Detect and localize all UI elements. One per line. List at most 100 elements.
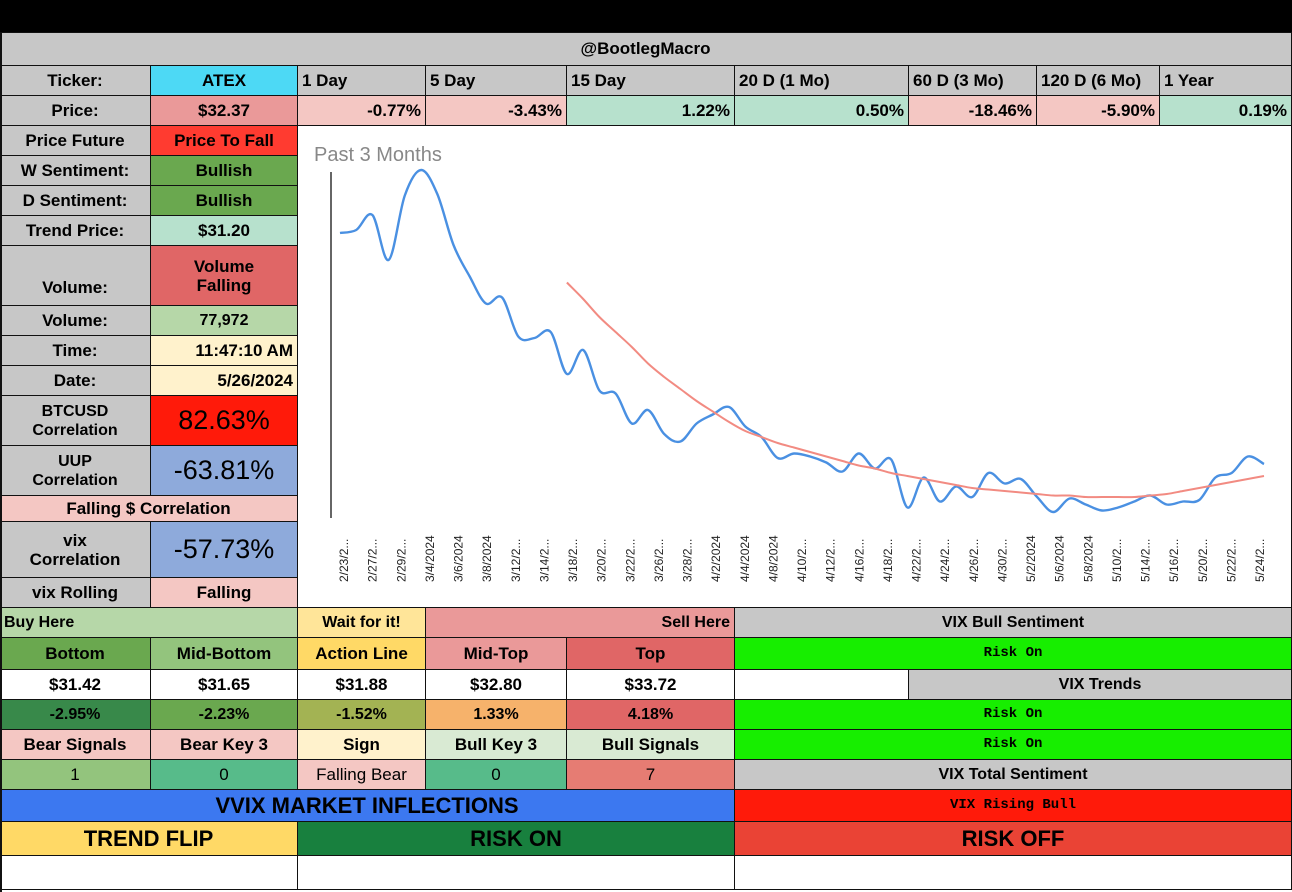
- period-15-day: 15 Day: [567, 66, 735, 96]
- level-top-pct: 4.18%: [567, 700, 735, 730]
- vix-bull-sentiment-title: VIX Bull Sentiment: [735, 608, 1292, 638]
- btcusd-correlation-label: BTCUSD Correlation: [0, 396, 151, 446]
- level-top-price: $33.72: [567, 670, 735, 700]
- bull-signals-label: Bull Signals: [567, 730, 735, 760]
- vix-rolling-label: vix Rolling: [0, 578, 151, 608]
- x-tick-label: 3/14/2...: [537, 539, 551, 582]
- x-tick-label: 2/29/2...: [394, 539, 408, 582]
- change-1-year: 0.19%: [1160, 96, 1292, 126]
- period-20-day: 20 D (1 Mo): [735, 66, 909, 96]
- vix-total-sentiment-title: VIX Total Sentiment: [735, 760, 1292, 790]
- btcusd-correlation-value: 82.63%: [151, 396, 298, 446]
- time-label: Time:: [0, 336, 151, 366]
- x-tick-label: 5/2/2024: [1024, 535, 1038, 582]
- risk-off-label: RISK OFF: [735, 822, 1292, 856]
- vix-bull-sentiment-value: Risk On: [735, 638, 1292, 670]
- window-top-bar: [0, 0, 1292, 32]
- uup-correlation-value: -63.81%: [151, 446, 298, 496]
- risk-on-label: RISK ON: [298, 822, 735, 856]
- w-sentiment-label: W Sentiment:: [0, 156, 151, 186]
- x-tick-label: 4/26/2...: [967, 539, 981, 582]
- x-tick-label: 3/28/2...: [681, 539, 695, 582]
- x-tick-label: 5/16/2...: [1167, 539, 1181, 582]
- trend-flip-cell[interactable]: [0, 856, 298, 890]
- x-tick-label: 3/12/2...: [509, 539, 523, 582]
- x-tick-label: 3/26/2...: [652, 539, 666, 582]
- vix-rolling-value: Falling: [151, 578, 298, 608]
- x-tick-label: 2/23/2...: [337, 539, 351, 582]
- vix-correlation-value: -57.73%: [151, 522, 298, 578]
- x-tick-label: 5/8/2024: [1081, 535, 1095, 582]
- price-future-value: Price To Fall: [151, 126, 298, 156]
- vix-trend-2: Risk On: [735, 730, 1292, 760]
- bear-key-3-value: 0: [151, 760, 298, 790]
- level-bottom-price: $31.42: [0, 670, 151, 700]
- period-1-year: 1 Year: [1160, 66, 1292, 96]
- level-mid-bottom-label: Mid-Bottom: [151, 638, 298, 670]
- wait-label: Wait for it!: [298, 608, 426, 638]
- x-tick-label: 5/22/2...: [1224, 539, 1238, 582]
- trend-price-label: Trend Price:: [0, 216, 151, 246]
- d-sentiment-label: D Sentiment:: [0, 186, 151, 216]
- w-sentiment-value: Bullish: [151, 156, 298, 186]
- change-20-day: 0.50%: [735, 96, 909, 126]
- x-tick-label: 3/20/2...: [595, 539, 609, 582]
- x-tick-label: 5/14/2...: [1139, 539, 1153, 582]
- level-mid-bottom-pct: -2.23%: [151, 700, 298, 730]
- x-tick-label: 5/24/2...: [1253, 539, 1267, 582]
- x-tick-label: 4/12/2...: [824, 539, 838, 582]
- level-bottom-pct: -2.95%: [0, 700, 151, 730]
- change-5-day: -3.43%: [426, 96, 567, 126]
- bear-signals-value: 1: [0, 760, 151, 790]
- bull-signals-value: 7: [567, 760, 735, 790]
- level-action-line-pct: -1.52%: [298, 700, 426, 730]
- x-tick-label: 3/8/2024: [480, 535, 494, 582]
- d-sentiment-value: Bullish: [151, 186, 298, 216]
- x-tick-label: 3/22/2...: [623, 539, 637, 582]
- vvix-inflections-title: VVIX MARKET INFLECTIONS: [0, 790, 735, 822]
- x-tick-label: 5/10/2...: [1110, 539, 1124, 582]
- bull-key-3-value: 0: [426, 760, 567, 790]
- level-mid-top-label: Mid-Top: [426, 638, 567, 670]
- bull-key-3-label: Bull Key 3: [426, 730, 567, 760]
- x-tick-label: 3/4/2024: [423, 535, 437, 582]
- change-1-day: -0.77%: [298, 96, 426, 126]
- trend-series-line: [566, 281, 1265, 499]
- period-120-day: 120 D (6 Mo): [1037, 66, 1160, 96]
- volume-label: Volume:: [0, 306, 151, 336]
- x-tick-label: 4/10/2...: [795, 539, 809, 582]
- period-5-day: 5 Day: [426, 66, 567, 96]
- time-value: 11:47:10 AM: [151, 336, 298, 366]
- handle-text: @BootlegMacro: [580, 39, 711, 58]
- x-tick-label: 3/6/2024: [452, 535, 466, 582]
- ticker-label: Ticker:: [0, 66, 151, 96]
- period-1-day: 1 Day: [298, 66, 426, 96]
- ticker-value[interactable]: ATEX: [151, 66, 298, 96]
- sheet-title: @BootlegMacro: [0, 32, 1292, 66]
- level-bottom-label: Bottom: [0, 638, 151, 670]
- level-mid-bottom-price: $31.65: [151, 670, 298, 700]
- risk-on-cell[interactable]: [298, 856, 735, 890]
- volume-status-value: Volume Falling: [151, 246, 298, 306]
- level-top-label: Top: [567, 638, 735, 670]
- level-mid-top-price: $32.80: [426, 670, 567, 700]
- chart-panel: [298, 126, 1292, 608]
- change-120-day: -5.90%: [1037, 96, 1160, 126]
- volume-value: 77,972: [151, 306, 298, 336]
- x-tick-label: 4/8/2024: [766, 535, 780, 582]
- x-tick-label: 5/6/2024: [1053, 535, 1067, 582]
- trend-flip-label: TREND FLIP: [0, 822, 298, 856]
- x-tick-label: 4/4/2024: [738, 535, 752, 582]
- chart-title: Past 3 Months: [314, 144, 442, 166]
- vix-trends-blank: [735, 670, 909, 700]
- price-value: $32.37: [151, 96, 298, 126]
- price-future-label: Price Future: [0, 126, 151, 156]
- change-60-day: -18.46%: [909, 96, 1037, 126]
- date-value: 5/26/2024: [151, 366, 298, 396]
- uup-correlation-label: UUP Correlation: [0, 446, 151, 496]
- risk-off-cell[interactable]: [735, 856, 1292, 890]
- x-tick-label: 4/30/2...: [995, 539, 1009, 582]
- vix-trend-1: Risk On: [735, 700, 1292, 730]
- date-label: Date:: [0, 366, 151, 396]
- x-tick-label: 3/18/2...: [566, 539, 580, 582]
